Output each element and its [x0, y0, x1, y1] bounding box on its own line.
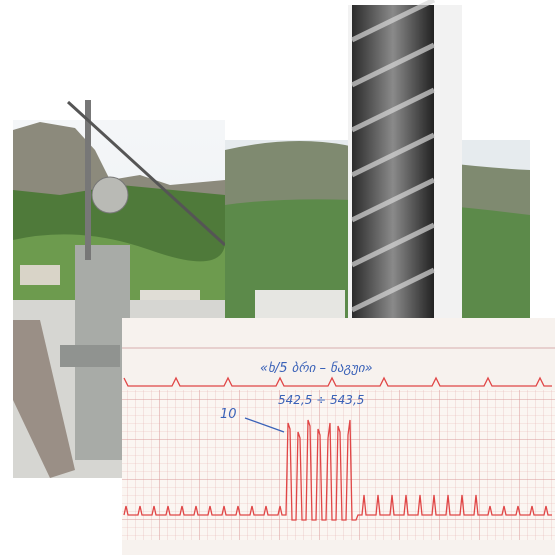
- marker-label: 10: [220, 407, 237, 422]
- collage: «ხ/5 ბრი – ნაგუი» 10 542,5 ÷ 543,5: [0, 0, 560, 558]
- chart-strip: «ხ/5 ბრი – ნაგუი» 10 542,5 ÷ 543,5: [122, 318, 555, 555]
- strip-heading: «ხ/5 ბრი – ნაგუი»: [260, 361, 373, 376]
- range-label: 542,5 ÷ 543,5: [278, 393, 364, 407]
- photo-rope: [348, 0, 462, 318]
